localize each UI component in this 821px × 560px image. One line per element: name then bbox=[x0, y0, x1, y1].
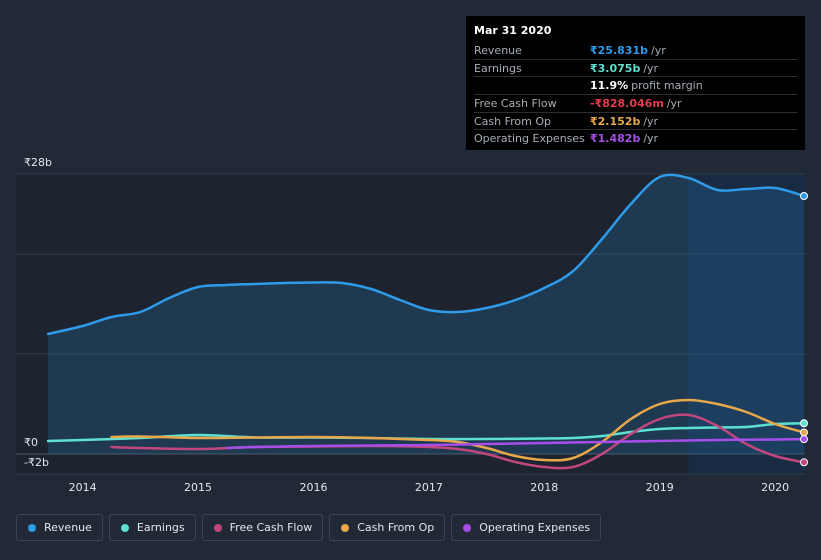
cash-from-op-line bbox=[110, 398, 806, 462]
tooltip-row-value: ₹2.152b bbox=[590, 114, 641, 128]
tooltip-row-unit: /yr bbox=[643, 114, 659, 128]
tooltip-row-unit: profit margin bbox=[631, 79, 703, 93]
operating-expenses-line bbox=[225, 437, 806, 450]
tooltip-row: Revenue ₹25.831b/yr bbox=[474, 42, 797, 59]
legend-item[interactable]: Free Cash Flow bbox=[201, 514, 324, 541]
tooltip-row-value: ₹25.831b bbox=[590, 43, 648, 57]
plot-background bbox=[16, 174, 805, 474]
x-tick-label: 2015 bbox=[184, 481, 212, 494]
revenue-endpoint bbox=[800, 192, 808, 200]
earnings-endpoint bbox=[800, 419, 808, 428]
legend-label: Earnings bbox=[136, 521, 185, 534]
tooltip-row: Operating Expenses ₹1.482b/yr bbox=[474, 129, 797, 147]
earnings-line bbox=[46, 422, 806, 443]
x-tick-label: 2018 bbox=[530, 481, 558, 494]
legend: Revenue Earnings Free Cash Flow Cash From O… bbox=[16, 514, 602, 541]
y-tick-label: ₹0 bbox=[24, 436, 38, 449]
tooltip-row-label: Free Cash Flow bbox=[474, 96, 557, 110]
legend-label: Operating Expenses bbox=[479, 521, 591, 534]
legend-label: Free Cash Flow bbox=[229, 521, 313, 534]
legend-item[interactable]: Earnings bbox=[108, 514, 196, 541]
legend-dot-icon bbox=[463, 523, 472, 532]
tooltip-row-label: Cash From Op bbox=[474, 114, 552, 128]
legend-label: Revenue bbox=[44, 521, 92, 534]
cash-from-op-endpoint bbox=[800, 428, 808, 437]
legend-dot-icon bbox=[213, 523, 222, 532]
revenue-area bbox=[48, 174, 804, 454]
tooltip: Mar 31 2020 Revenue ₹25.831b/yr Earnings ₹3… bbox=[466, 16, 805, 150]
tooltip-row: 11.9% profit margin bbox=[474, 76, 797, 94]
x-tick-label: 2020 bbox=[761, 481, 789, 494]
operating-expenses-endpoint bbox=[800, 435, 808, 444]
x-tick-label: 2017 bbox=[415, 481, 443, 494]
x-tick-label: 2019 bbox=[646, 481, 674, 494]
x-tick-label: 2014 bbox=[69, 481, 97, 494]
tooltip-row-unit: /yr bbox=[643, 132, 659, 146]
free-cash-flow-endpoint bbox=[800, 458, 808, 467]
tooltip-row-unit: /yr bbox=[643, 61, 659, 75]
y-tick-label: -₹2b bbox=[24, 456, 49, 469]
tooltip-row-label: Operating Expenses bbox=[474, 132, 585, 146]
legend-item[interactable]: Revenue bbox=[16, 514, 103, 541]
tooltip-row-label: Revenue bbox=[474, 43, 522, 57]
tooltip-row-unit: /yr bbox=[650, 43, 666, 57]
legend-dot-icon bbox=[341, 523, 350, 532]
legend-dot-icon bbox=[120, 523, 129, 532]
tooltip-row: Cash From Op ₹2.152b/yr bbox=[474, 111, 797, 130]
tooltip-row-value: -₹828.046m bbox=[590, 96, 664, 110]
revenue-line bbox=[46, 173, 806, 336]
chart: ₹28b ₹0 -₹2b 2014 2015 2016 2017 2018 2019 2020 bbox=[16, 156, 808, 494]
tooltip-row-unit: /yr bbox=[666, 96, 682, 110]
legend-dot-icon bbox=[28, 523, 36, 532]
tooltip-row: Free Cash Flow -₹828.046m/yr bbox=[474, 94, 797, 112]
legend-label: Cash From Op bbox=[357, 521, 435, 534]
tooltip-row-label: Earnings bbox=[474, 61, 522, 75]
tooltip-row-value: ₹3.075b bbox=[590, 61, 641, 75]
x-tick-label: 2016 bbox=[299, 481, 327, 494]
tooltip-row-value: ₹1.482b bbox=[590, 132, 641, 146]
y-tick-label: ₹28b bbox=[24, 156, 52, 169]
tooltip-date: Mar 31 2020 bbox=[474, 24, 552, 37]
tooltip-row: Earnings ₹3.075b/yr bbox=[474, 58, 797, 77]
tooltip-rows: Revenue ₹25.831b/yr Earnings ₹3.075b/yr 11.9… bbox=[474, 42, 797, 147]
legend-item[interactable]: Operating Expenses bbox=[451, 514, 602, 541]
legend-item[interactable]: Cash From Op bbox=[329, 514, 446, 541]
tooltip-row-value: 11.9% bbox=[590, 79, 629, 93]
